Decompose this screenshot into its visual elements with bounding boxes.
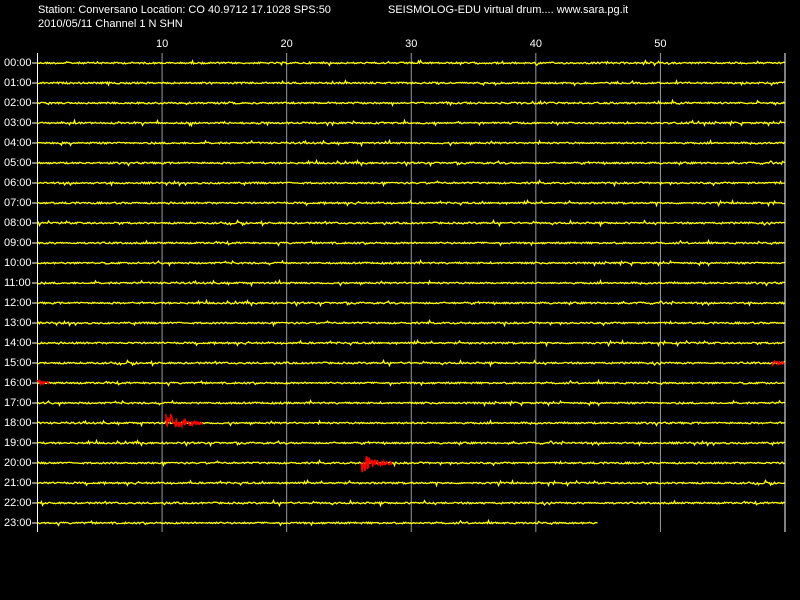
trace	[37, 278, 785, 288]
trace	[37, 118, 785, 128]
trace	[36, 319, 785, 328]
chart-subtitle: 2010/05/11 Channel 1 N SHN	[38, 18, 183, 30]
trace	[37, 179, 785, 188]
row-label: 22:00	[4, 497, 32, 509]
row-label: 11:00	[4, 277, 31, 289]
row-label: 17:00	[4, 397, 32, 409]
row-label: 18:00	[4, 417, 32, 429]
row-label: 15:00	[4, 357, 32, 369]
event	[36, 379, 50, 387]
trace	[37, 398, 785, 407]
row-label: 00:00	[4, 57, 32, 69]
trace	[37, 518, 598, 527]
x-tick-label: 10	[156, 38, 168, 50]
row-label: 12:00	[4, 297, 32, 309]
x-tick-label: 40	[530, 38, 542, 50]
trace	[37, 98, 785, 107]
x-tick-label: 30	[405, 38, 417, 50]
row-label: 19:00	[4, 437, 32, 449]
trace	[37, 478, 785, 488]
x-tick-label: 20	[281, 38, 293, 50]
trace	[37, 378, 785, 387]
trace	[36, 459, 785, 468]
row-label: 07:00	[4, 197, 32, 209]
row-label: 23:00	[4, 517, 32, 529]
trace	[37, 59, 785, 67]
trace	[37, 418, 785, 428]
event	[771, 360, 786, 367]
trace	[37, 158, 785, 168]
trace	[37, 338, 785, 348]
row-label: 21:00	[4, 477, 32, 489]
annotation: SEISMOLOG-EDU virtual drum.... www.sara.…	[388, 4, 628, 16]
trace	[37, 198, 785, 208]
row-label: 09:00	[4, 237, 32, 249]
row-label: 08:00	[4, 217, 32, 229]
event	[360, 455, 393, 473]
trace	[37, 438, 785, 448]
row-label: 20:00	[4, 457, 32, 469]
trace	[37, 258, 785, 267]
trace	[37, 498, 785, 508]
event	[165, 413, 204, 430]
row-label: 04:00	[4, 137, 32, 149]
row-label: 01:00	[4, 77, 32, 89]
trace	[37, 298, 785, 308]
row-label: 05:00	[4, 157, 32, 169]
chart-title: Station: Conversano Location: CO 40.9712…	[38, 4, 331, 16]
trace	[37, 238, 785, 247]
x-tick-label: 50	[654, 38, 666, 50]
row-label: 02:00	[4, 97, 32, 109]
row-label: 03:00	[4, 117, 32, 129]
row-label: 16:00	[4, 377, 32, 389]
row-label: 14:00	[4, 337, 32, 349]
trace	[37, 79, 785, 87]
row-label: 13:00	[4, 317, 32, 329]
row-label: 06:00	[4, 177, 32, 189]
trace	[37, 138, 786, 148]
trace	[37, 358, 786, 368]
trace	[36, 218, 785, 228]
row-label: 10:00	[4, 257, 32, 269]
